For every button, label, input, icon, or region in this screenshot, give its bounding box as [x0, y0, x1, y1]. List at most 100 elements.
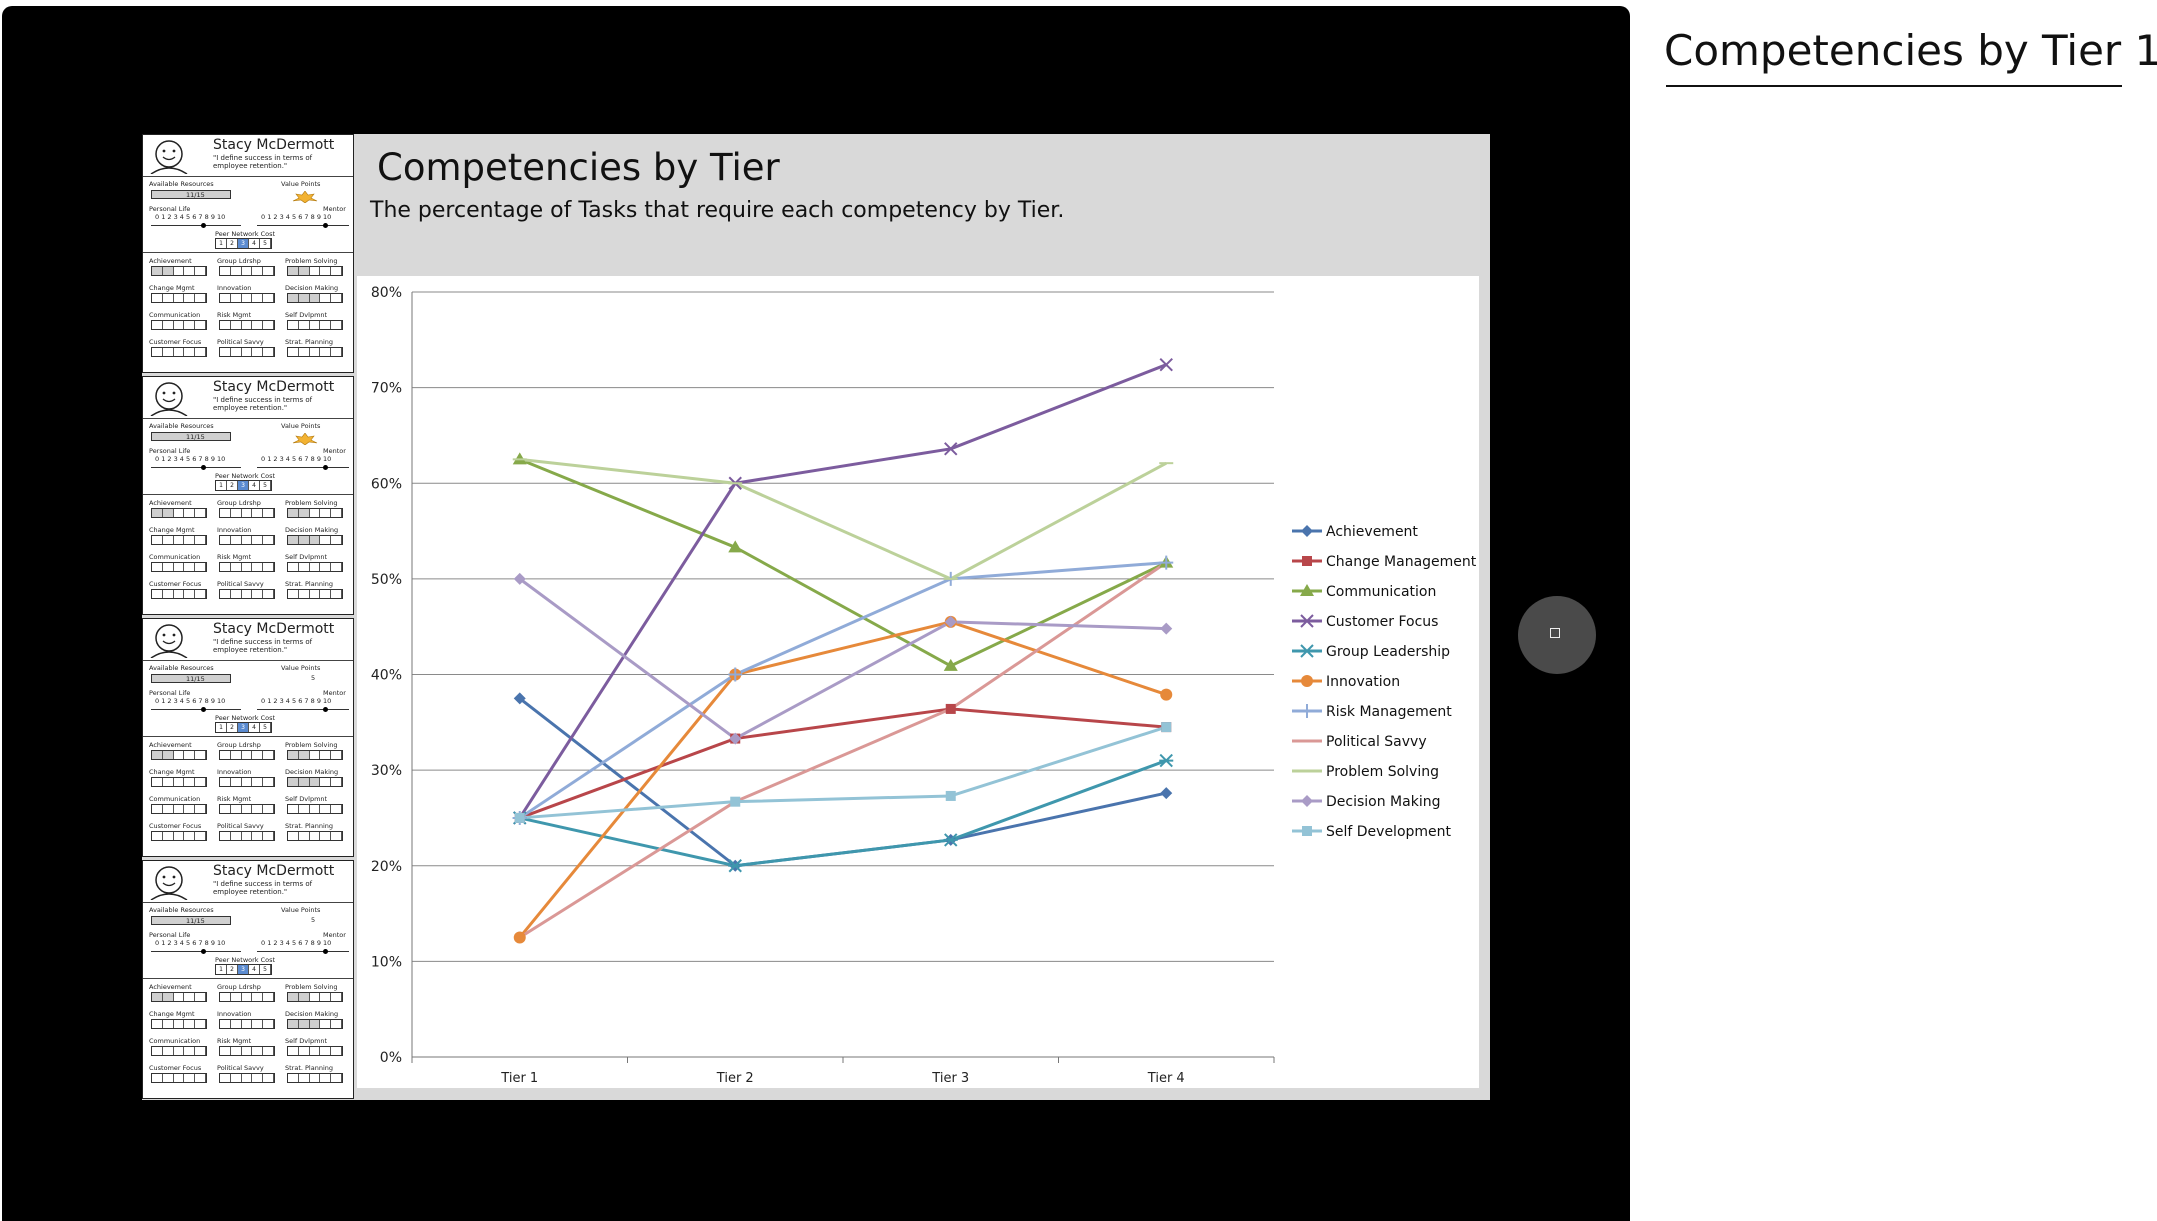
mentor-label: Mentor: [323, 689, 346, 697]
skill-label: Innovation: [217, 1010, 252, 1018]
peer-network-option[interactable]: 2: [227, 239, 238, 248]
next-slide-button[interactable]: [1518, 596, 1596, 674]
skill-meter: [287, 347, 343, 357]
peer-network-option[interactable]: 5: [260, 723, 271, 732]
peer-network-option[interactable]: 2: [227, 723, 238, 732]
skill-meter: [287, 1046, 343, 1056]
peer-network-option[interactable]: 1: [216, 481, 227, 490]
peer-network-option[interactable]: 3: [238, 239, 249, 248]
data-point: [945, 703, 956, 714]
skill-label: Risk Mgmt: [217, 1037, 252, 1045]
peer-network-option[interactable]: 3: [238, 481, 249, 490]
skill-meter: [219, 992, 275, 1002]
skill-label: Risk Mgmt: [217, 795, 252, 803]
skill-label: Change Mgmt: [149, 526, 195, 534]
skill-label: Group Ldrshp: [217, 257, 261, 265]
peer-network-option[interactable]: 5: [260, 239, 271, 248]
data-point: [728, 859, 743, 873]
peer-network-option[interactable]: 4: [249, 239, 260, 248]
series-line: [518, 561, 1168, 939]
series-line: [518, 620, 1167, 939]
skill-label: Strat. Planning: [285, 822, 334, 830]
persona-quote: "I define success in terms of employee r…: [213, 880, 313, 896]
resource-value: 11/15: [186, 917, 205, 925]
resource-value: 11/15: [186, 433, 205, 441]
data-point: [514, 812, 525, 823]
personal-life-slider[interactable]: [151, 709, 241, 710]
peer-network-option[interactable]: 4: [249, 965, 260, 974]
skill-label: Customer Focus: [149, 822, 202, 830]
page-title: Competencies by Tier 1: [1664, 26, 2157, 75]
skill-meter: [151, 1073, 207, 1083]
mentor-slider[interactable]: [257, 709, 349, 710]
mentor-handle[interactable]: [323, 949, 328, 954]
mentor-handle[interactable]: [323, 465, 328, 470]
peer-network-cost-label: Peer Network Cost: [215, 230, 276, 238]
persona-name: Stacy McDermott: [213, 379, 335, 395]
series-line: [519, 725, 1167, 820]
peer-network-option[interactable]: 1: [216, 239, 227, 248]
persona-card[interactable]: Stacy McDermott "I define success in term…: [142, 134, 354, 373]
x-tick-label: Tier 3: [931, 1071, 969, 1086]
legend-label: Self Development: [1326, 824, 1452, 840]
title-underline: [1666, 85, 2122, 87]
skill-label: Change Mgmt: [149, 1010, 195, 1018]
skill-meter: [219, 777, 275, 787]
skill-label: Risk Mgmt: [217, 553, 252, 561]
peer-network-option[interactable]: 4: [249, 481, 260, 490]
personal-life-slider[interactable]: [151, 951, 241, 952]
divider: [143, 902, 353, 903]
avatar-icon: [150, 140, 188, 174]
personal-life-handle[interactable]: [201, 949, 206, 954]
personal-life-slider[interactable]: [151, 225, 241, 226]
legend-marker: [1302, 556, 1312, 566]
skill-meter: [219, 804, 275, 814]
resource-bar: 11/15: [151, 432, 231, 441]
peer-network-option[interactable]: 5: [260, 481, 271, 490]
peer-network-option[interactable]: 1: [216, 965, 227, 974]
personal-life-handle[interactable]: [201, 707, 206, 712]
peer-network-cost-label: Peer Network Cost: [215, 714, 276, 722]
personal-life-handle[interactable]: [201, 223, 206, 228]
peer-network-option[interactable]: 3: [238, 723, 249, 732]
skill-meter: [151, 777, 207, 787]
personal-life-handle[interactable]: [201, 465, 206, 470]
peer-network-option[interactable]: 2: [227, 481, 238, 490]
y-tick-label: 60%: [371, 476, 402, 492]
mentor-label: Mentor: [323, 447, 346, 455]
peer-network-option[interactable]: 4: [249, 723, 260, 732]
y-tick-label: 80%: [371, 285, 402, 301]
peer-network-option[interactable]: 5: [260, 965, 271, 974]
skill-meter: [151, 320, 207, 330]
peer-network-option[interactable]: 1: [216, 723, 227, 732]
skill-label: Political Savvy: [217, 580, 264, 588]
data-point: [513, 931, 526, 944]
mentor-handle[interactable]: [323, 223, 328, 228]
mentor-scale: 0 1 2 3 4 5 6 7 8 9 10: [261, 455, 332, 463]
divider: [143, 660, 353, 661]
skill-meter: [287, 1073, 343, 1083]
skill-label: Group Ldrshp: [217, 499, 261, 507]
skill-label: Strat. Planning: [285, 1064, 334, 1072]
mentor-slider[interactable]: [257, 467, 349, 468]
mentor-slider[interactable]: [257, 951, 349, 952]
skill-meter: [151, 589, 207, 599]
skill-label: Communication: [149, 311, 201, 319]
persona-card[interactable]: Stacy McDermott "I define success in term…: [142, 860, 354, 1099]
persona-card[interactable]: Stacy McDermott "I define success in term…: [142, 618, 354, 857]
peer-network-option[interactable]: 2: [227, 965, 238, 974]
skill-meter: [287, 562, 343, 572]
peer-network-option[interactable]: 3: [238, 965, 249, 974]
mentor-label: Mentor: [323, 931, 346, 939]
skill-label: Achievement: [149, 741, 192, 749]
persona-quote: "I define success in terms of employee r…: [213, 154, 313, 170]
persona-card[interactable]: Stacy McDermott "I define success in term…: [142, 376, 354, 615]
mentor-handle[interactable]: [323, 707, 328, 712]
personal-life-slider[interactable]: [151, 467, 241, 468]
mentor-slider[interactable]: [257, 225, 349, 226]
skill-meter: [287, 831, 343, 841]
